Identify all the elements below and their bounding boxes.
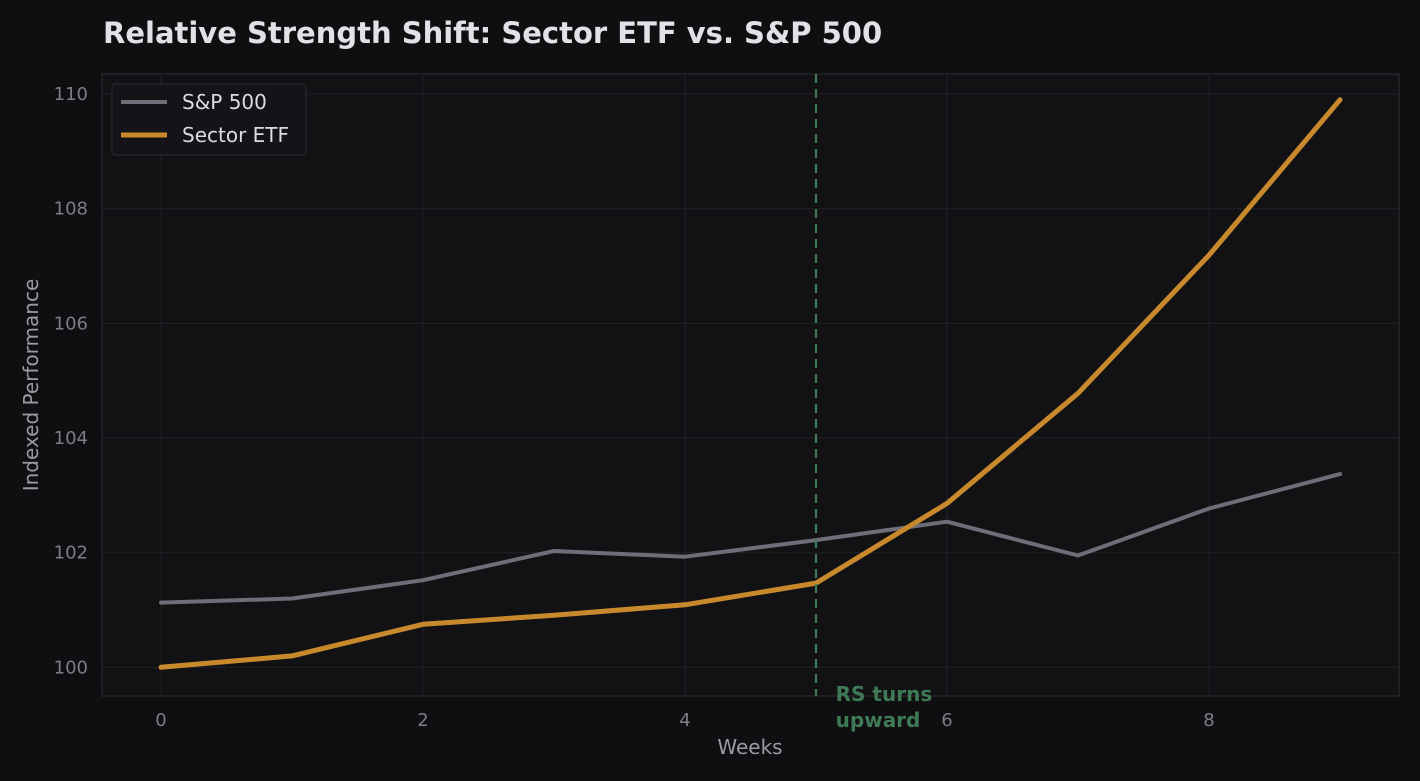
y-axis-ticks: 100 102 104 106 108 110 <box>54 84 88 678</box>
y-tick-label: 110 <box>54 84 88 105</box>
y-tick-label: 106 <box>54 313 88 334</box>
series-layer <box>158 97 1343 670</box>
y-tick-label: 100 <box>54 657 88 678</box>
legend-label: Sector ETF <box>182 123 289 147</box>
x-tick-label: 4 <box>679 710 690 731</box>
chart-title: Relative Strength Shift: Sector ETF vs. … <box>103 16 882 50</box>
x-axis-ticks: 0 2 4 6 8 <box>155 710 1215 731</box>
x-axis-label: Weeks <box>717 735 782 759</box>
x-tick-label: 8 <box>1203 710 1214 731</box>
y-tick-label: 108 <box>54 199 88 220</box>
series-line-sector-etf <box>158 97 1343 670</box>
x-tick-label: 0 <box>155 710 166 731</box>
y-axis-label: Indexed Performance <box>19 279 43 492</box>
legend-label: S&P 500 <box>182 90 267 114</box>
grid-lines <box>102 74 1399 696</box>
y-tick-label: 102 <box>54 543 88 564</box>
x-tick-label: 2 <box>417 710 428 731</box>
y-tick-label: 104 <box>54 428 88 449</box>
annotation-line: upward <box>836 708 921 732</box>
plot-area <box>101 73 1400 697</box>
x-tick-label: 6 <box>941 710 952 731</box>
legend: S&P 500 Sector ETF <box>111 83 307 156</box>
annotation-line: RS turns <box>836 682 933 706</box>
series-line-s-p-500 <box>159 472 1342 605</box>
